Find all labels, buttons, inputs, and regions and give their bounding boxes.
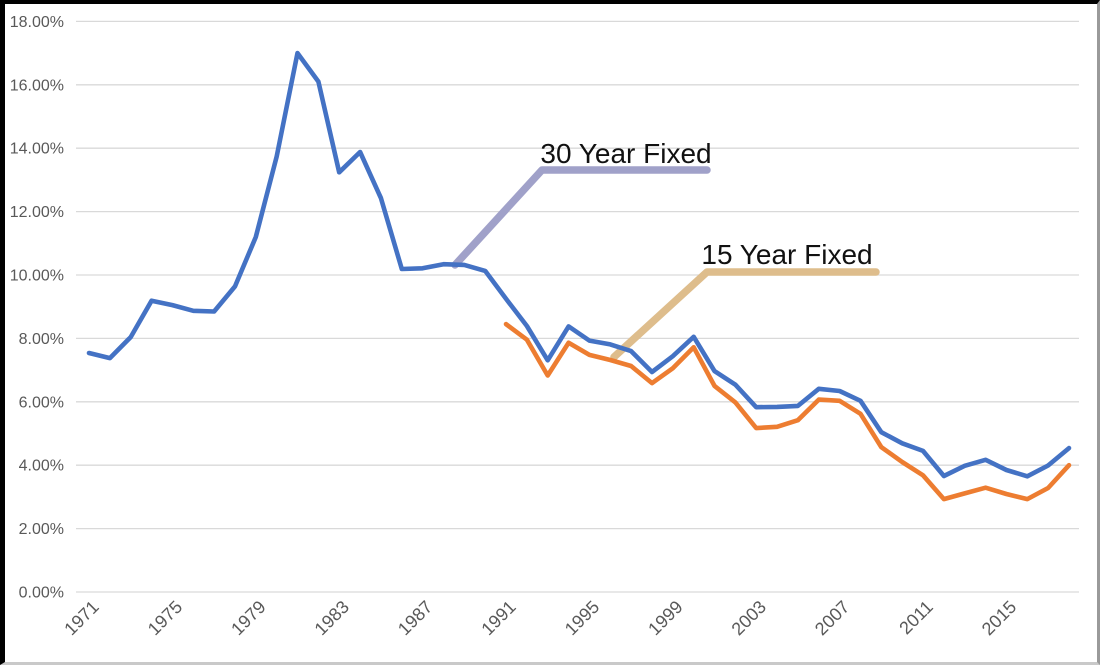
annotation-label: 15 Year Fixed [701,239,872,270]
y-axis-tick-label: 4.00% [19,458,64,475]
x-axis-tick-label: 1979 [227,597,269,639]
y-axis-tick-label: 18.00% [10,14,64,31]
x-axis-tick-label: 1983 [311,597,353,639]
y-axis-tick-label: 12.00% [10,204,64,221]
x-axis-tick-label: 2003 [728,597,770,639]
x-axis-tick-label: 1971 [60,597,102,639]
y-axis-tick-label: 6.00% [19,394,64,411]
y-axis-tick-label: 10.00% [10,268,64,285]
x-axis-tick-label: 2011 [895,597,937,639]
mortgage-rates-line-chart: 0.00% 2.00% 4.00% 6.00% 8.00% 10.00% 12.00% 14.… [10,14,1079,639]
x-axis-tick-label: 1995 [561,597,603,639]
annotation-callout-line [451,166,711,269]
x-axis-tick-label: 1999 [644,597,686,639]
y-axis-tick-label: 0.00% [19,585,64,602]
y-axis-tick-label: 2.00% [19,521,64,538]
x-axis-tick-label: 1975 [144,597,186,639]
x-axis-tick-label: 2007 [811,597,853,639]
y-axis-tick-label: 14.00% [10,141,64,158]
series-line-15-year-fixed [503,321,1072,502]
annotation-label: 30 Year Fixed [540,138,711,169]
y-axis-tick-label: 8.00% [19,331,64,348]
series-line-30-year-fixed [86,50,1072,479]
x-axis-tick-label: 1987 [394,597,436,639]
x-axis-tick-label: 2015 [978,597,1020,639]
annotation-callout-line [610,268,880,361]
x-axis-tick-label: 1991 [477,597,519,639]
y-axis-tick-label: 16.00% [10,77,64,94]
